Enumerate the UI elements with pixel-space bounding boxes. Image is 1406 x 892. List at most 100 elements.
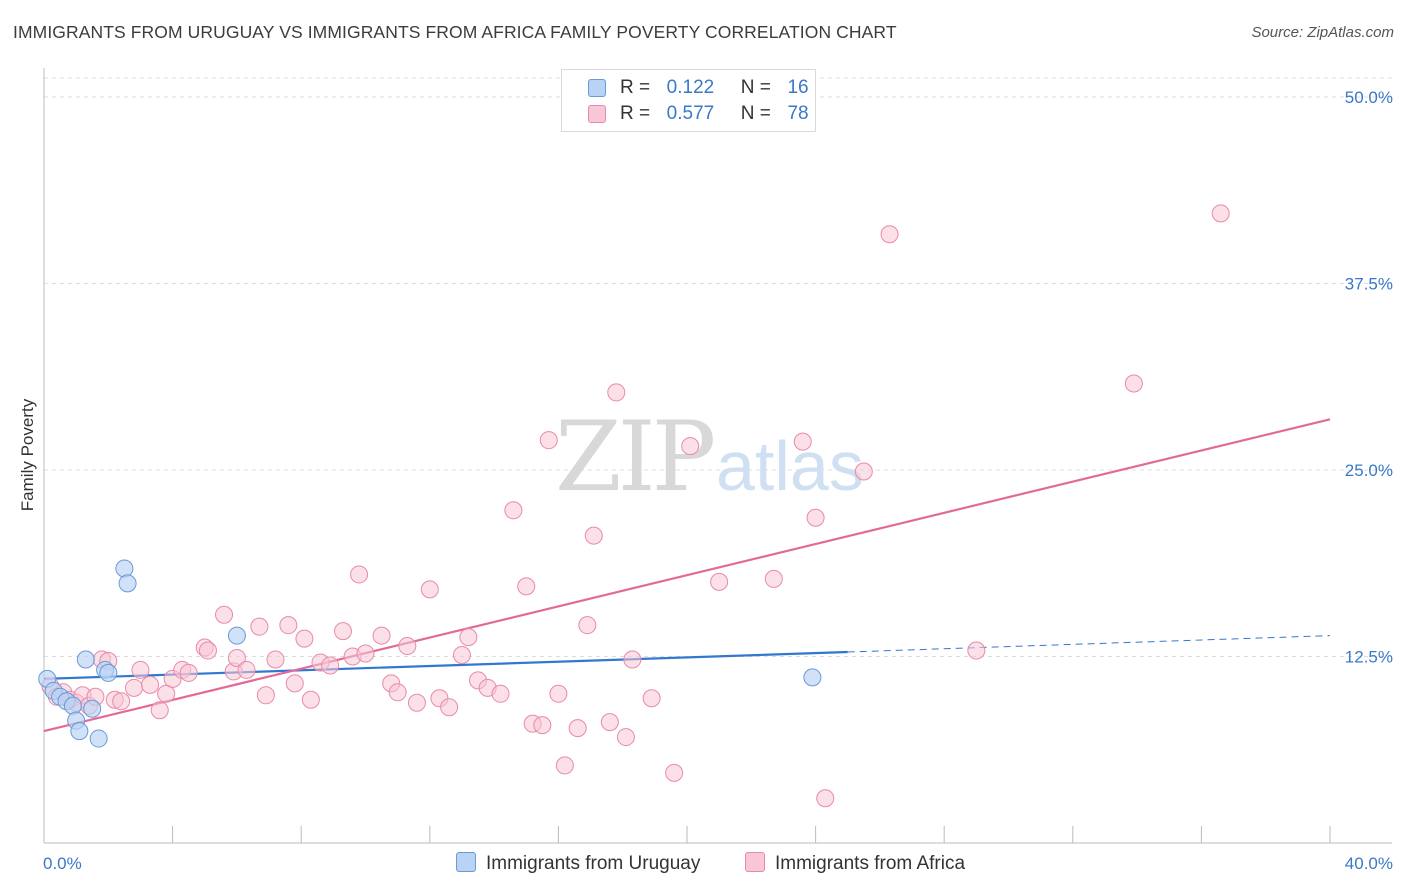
data-point-africa: [150, 701, 169, 720]
legend-n-value-uruguay: 16: [787, 77, 809, 98]
data-point-africa: [356, 644, 375, 663]
bottom-legend-uruguay: Immigrants from Uruguay: [456, 852, 700, 875]
data-point-uruguay: [803, 668, 822, 687]
data-point-africa: [764, 569, 783, 588]
data-point-africa: [350, 565, 369, 584]
legend-swatch-uruguay: [588, 79, 606, 97]
data-point-africa: [491, 684, 510, 703]
watermark-atlas: atlas: [716, 427, 864, 505]
data-point-africa: [880, 225, 899, 244]
data-point-africa: [372, 626, 391, 645]
tick-labels: 12.5% 25.0% 37.5% 50.0% 0.0% 40.0%: [43, 88, 1393, 873]
data-point-africa: [504, 501, 523, 520]
uruguay-points: [38, 559, 822, 748]
data-point-africa: [250, 617, 269, 636]
legend-n-value-africa: 78: [787, 103, 809, 124]
data-point-africa: [806, 508, 825, 527]
data-point-africa: [539, 431, 558, 450]
data-point-uruguay: [227, 626, 246, 645]
data-point-africa: [600, 713, 619, 732]
y-tick-label: 25.0%: [1345, 461, 1393, 480]
africa-points: [41, 204, 1230, 808]
data-point-africa: [517, 577, 536, 596]
legend-n-label: N =: [740, 103, 771, 124]
data-point-africa: [793, 432, 812, 451]
data-point-africa: [321, 656, 340, 675]
watermark: ZIP atlas: [555, 401, 864, 513]
x-tick-label-min: 0.0%: [43, 854, 82, 873]
data-point-africa: [256, 686, 275, 705]
trend-line-africa: [43, 418, 1331, 733]
data-point-africa: [584, 526, 603, 545]
data-point-uruguay: [76, 650, 95, 669]
data-point-africa: [555, 756, 574, 775]
legend-r-label: R =: [620, 77, 651, 98]
data-point-africa: [549, 684, 568, 703]
source-label: Source: ZipAtlas.com: [1251, 24, 1394, 41]
y-tick-label: 12.5%: [1345, 648, 1393, 667]
data-point-africa: [452, 646, 471, 665]
data-point-africa: [440, 698, 459, 717]
data-point-africa: [179, 663, 198, 682]
bottom-legend-africa: Immigrants from Africa: [745, 852, 965, 875]
data-point-uruguay: [115, 559, 134, 578]
correlation-legend: R = 0.122 N = 16 R = 0.577 N = 78: [561, 69, 816, 132]
data-point-uruguay: [63, 696, 82, 715]
data-point-africa: [1124, 374, 1143, 393]
bottom-swatch-africa: [745, 852, 765, 872]
data-point-africa: [854, 462, 873, 481]
data-point-africa: [388, 683, 407, 702]
watermark-zip: ZIP: [555, 401, 714, 513]
y-tick-label: 50.0%: [1345, 88, 1393, 107]
x-tick-label-max: 40.0%: [1345, 854, 1393, 873]
data-point-africa: [710, 572, 729, 591]
data-point-africa: [533, 716, 552, 735]
bottom-legend-label-africa: Immigrants from Africa: [775, 853, 966, 874]
legend-swatch-africa: [588, 105, 606, 123]
data-point-africa: [967, 641, 986, 660]
data-point-africa: [1211, 204, 1230, 223]
data-point-africa: [157, 684, 176, 703]
chart-title: IMMIGRANTS FROM URUGUAY VS IMMIGRANTS FR…: [13, 22, 897, 42]
legend-r-label: R =: [620, 103, 651, 124]
data-point-africa: [266, 650, 285, 669]
data-point-africa: [568, 719, 587, 738]
data-point-africa: [407, 693, 426, 712]
axes: [43, 68, 1392, 844]
data-point-africa: [227, 648, 246, 667]
legend-r-value-africa: 0.577: [666, 103, 715, 124]
data-point-uruguay: [83, 699, 102, 718]
grid-lines: [44, 77, 1392, 657]
data-point-africa: [616, 728, 635, 747]
data-point-africa: [141, 675, 160, 694]
data-point-uruguay: [89, 729, 108, 748]
bottom-swatch-uruguay: [456, 852, 476, 872]
legend-n-label: N =: [740, 77, 771, 98]
data-point-uruguay: [99, 663, 118, 682]
data-point-africa: [112, 692, 131, 711]
y-axis-label: Family Poverty: [18, 398, 37, 512]
data-point-africa: [642, 689, 661, 708]
data-point-africa: [459, 628, 478, 647]
data-point-africa: [420, 580, 439, 599]
data-point-africa: [665, 763, 684, 782]
data-point-africa: [607, 383, 626, 402]
data-point-africa: [285, 674, 304, 693]
data-point-uruguay: [118, 574, 137, 593]
data-point-africa: [301, 690, 320, 709]
data-point-africa: [578, 616, 597, 635]
data-point-africa: [623, 650, 642, 669]
data-point-africa: [131, 660, 150, 679]
data-point-africa: [681, 437, 700, 456]
data-point-africa: [398, 637, 417, 656]
trend-line-uruguay-extension: [847, 635, 1331, 653]
data-point-africa: [215, 605, 234, 624]
bottom-legend-label-uruguay: Immigrants from Uruguay: [486, 853, 701, 874]
data-point-uruguay: [70, 722, 89, 741]
data-point-africa: [125, 678, 144, 697]
legend-r-value-uruguay: 0.122: [666, 77, 715, 98]
data-point-africa: [237, 660, 256, 679]
data-point-africa: [295, 629, 314, 648]
data-point-africa: [816, 789, 835, 808]
